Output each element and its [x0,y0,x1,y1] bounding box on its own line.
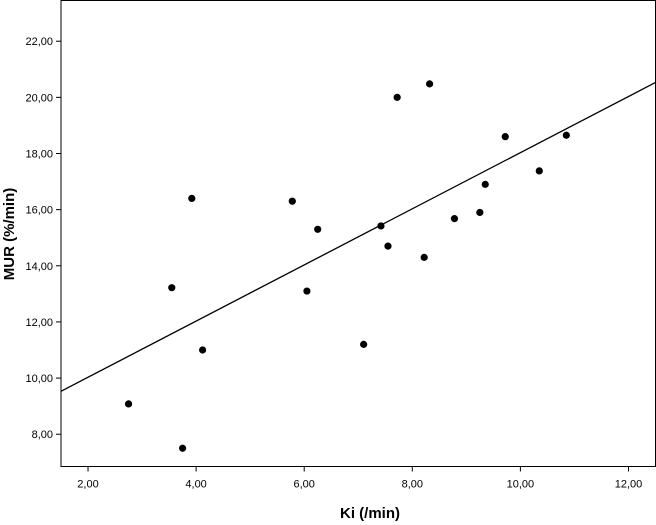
x-tick-label: 2,00 [77,479,98,491]
data-point [420,253,428,261]
data-point [425,80,434,88]
y-tick-label: 12,00 [25,317,53,329]
data-point [476,208,484,217]
y-axis-label: MUR (%/min) [1,188,18,281]
data-point [124,400,133,408]
y-tick-label: 20,00 [25,92,53,104]
data-point [501,133,509,141]
x-tick-label: 4,00 [185,479,206,491]
data-point [179,444,187,452]
plot-area-frame [60,0,656,467]
data-point [384,242,392,250]
y-tick-label: 18,00 [25,148,53,160]
x-axis: 2,00 4,00 6,00 8,00 10,00 12,00 [77,466,643,491]
y-tick-label: 22,00 [25,36,53,48]
y-tick-label: 10,00 [25,373,53,385]
data-point [288,197,296,205]
data-point [535,167,543,175]
data-point [198,346,207,354]
data-point [377,222,385,230]
x-tick-label: 12,00 [615,479,643,491]
x-tick-label: 6,00 [293,479,314,491]
data-point [303,287,311,295]
y-tick-label: 8,00 [32,429,53,441]
y-axis: 8,00 10,00 12,00 14,00 16,00 18,00 20,00 22,00 [25,36,61,441]
data-points [124,80,570,452]
data-point [562,131,570,139]
data-point [481,180,489,188]
data-point [450,215,459,223]
x-tick-label: 8,00 [402,479,423,491]
regression-line [60,81,656,392]
data-point [168,284,176,292]
x-tick-label: 10,00 [507,479,535,491]
y-tick-label: 14,00 [25,261,53,273]
data-point [360,340,368,348]
data-point [188,194,196,203]
x-axis-label: Ki (/min) [340,505,400,522]
y-tick-label: 16,00 [25,205,53,217]
data-point [314,225,322,233]
data-point [393,93,401,101]
